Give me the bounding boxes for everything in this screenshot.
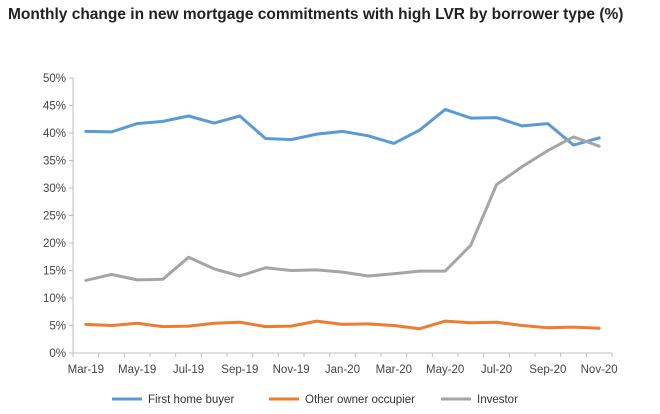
x-tick-label: Nov-19	[273, 364, 310, 376]
legend-label-2: Investor	[477, 394, 518, 406]
y-tick-label: 10%	[43, 293, 66, 305]
series-line-0	[84, 107, 601, 147]
x-tick-label: Mar-20	[376, 364, 412, 376]
y-tick-label: 20%	[43, 238, 66, 250]
y-tick-label: 25%	[43, 211, 66, 223]
y-tick-label: 50%	[43, 73, 66, 85]
x-tick-label: May-20	[426, 364, 464, 376]
y-tick-label: 35%	[43, 156, 66, 168]
series-line-1	[84, 319, 601, 331]
y-tick-label: 0%	[49, 348, 66, 360]
legend-label-0: First home buyer	[148, 394, 234, 406]
x-tick-label: Nov-20	[581, 364, 618, 376]
x-tick-label: Sep-20	[529, 364, 566, 376]
y-tick-label: 45%	[43, 101, 66, 113]
series-line-2	[84, 135, 601, 282]
chart-title: Monthly change in new mortgage commitmen…	[8, 6, 624, 23]
y-tick-label: 5%	[49, 321, 66, 333]
legend-label-1: Other owner occupier	[305, 394, 415, 406]
x-tick-label: May-19	[118, 364, 156, 376]
x-tick-label: Jul-20	[481, 364, 512, 376]
x-tick-label: Mar-19	[68, 364, 104, 376]
series-lines	[84, 107, 601, 331]
legend: First home buyer Other owner occupier Inve…	[112, 394, 518, 406]
x-tick-label: Jul-19	[173, 364, 204, 376]
x-tick-label: Sep-19	[221, 364, 258, 376]
x-axis: Mar-19 May-19 Jul-19 Sep-19 Nov-19 Jan-20 Mar-…	[68, 352, 618, 376]
y-tick-label: 15%	[43, 266, 66, 278]
y-tick-label: 40%	[43, 128, 66, 140]
y-tick-label: 30%	[43, 183, 66, 195]
y-axis: 0% 5% 10% 15% 20% 25% 30% 35% 40% 45% 50%	[43, 73, 74, 360]
x-tick-label: Jan-20	[325, 364, 360, 376]
